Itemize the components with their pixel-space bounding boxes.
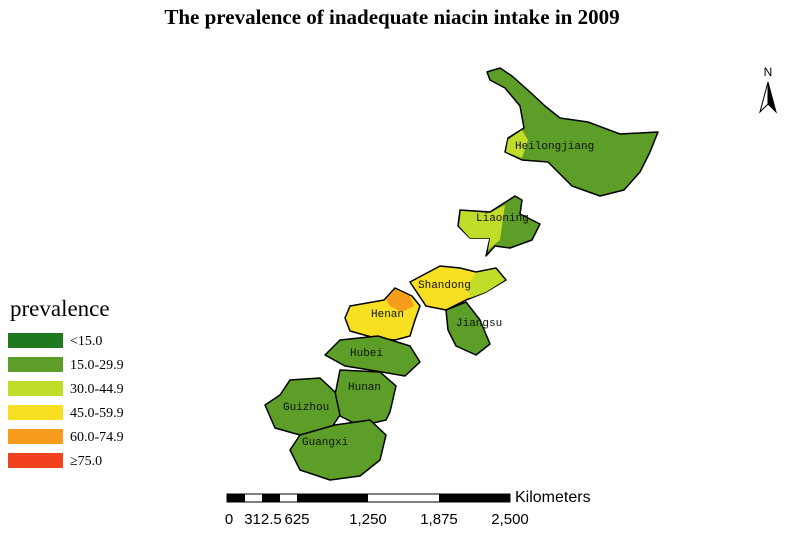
region-henan-part [386,289,414,312]
scale-seg [227,494,245,502]
region-hunan [334,369,397,427]
legend-swatch [8,453,63,468]
legend-swatch [8,357,63,372]
region-label: Heilongjiang [515,141,594,153]
scale-bar: Kilometers 0 312.5 625 1,250 1,875 2,500 [225,489,591,528]
region-shandong-part [468,269,505,298]
regions [264,67,659,481]
legend-label: ≥75.0 [70,454,102,469]
map-title: The prevalence of inadequate niacin inta… [164,5,619,29]
arrow-left [759,81,769,114]
scale-seg [439,494,510,502]
scale-tick: 1,250 [349,511,387,528]
region-jiangsu [445,301,491,356]
region-hubei [324,335,421,377]
legend-label: 45.0-59.9 [70,406,124,421]
region-label: Henan [371,309,404,321]
region-guangxi [289,419,387,481]
scale-seg [297,494,368,502]
legend-title: prevalence [10,296,110,321]
scale-tick: 1,875 [420,511,458,528]
region-label: Shandong [418,280,471,292]
legend: prevalence <15.0 15.0-29.9 30.0-44.9 45.0-5… [8,296,124,469]
region-liaoning-part [459,205,505,250]
scale-tick: 0 [225,511,233,528]
scale-tick: 625 [284,511,309,528]
region-label: Guizhou [283,402,329,414]
region-label: Jiangsu [456,318,502,330]
legend-swatch [8,405,63,420]
scale-tick: 312.5 [244,511,282,528]
region-labels: Heilongjiang Liaoning Shandong Henan Jia… [283,141,594,449]
scale-seg [262,494,280,502]
north-arrow: N [759,65,777,114]
legend-label: 60.0-74.9 [70,430,124,445]
legend-label: 15.0-29.9 [70,358,124,373]
region-label: Liaoning [476,213,529,225]
region-label: Guangxi [302,437,349,449]
scale-tick: 2,500 [491,511,529,528]
region-label: Hubei [350,348,383,360]
arrow-right [767,81,777,114]
legend-label: <15.0 [70,334,102,349]
region-label: Hunan [348,382,381,394]
legend-swatch [8,429,63,444]
legend-swatch [8,381,63,396]
north-label: N [764,65,773,79]
region-heilongjiang-part [506,130,528,158]
scale-unit: Kilometers [515,489,591,506]
legend-swatch [8,333,63,348]
legend-label: 30.0-44.9 [70,382,124,397]
region-heilongjiang [486,67,659,197]
